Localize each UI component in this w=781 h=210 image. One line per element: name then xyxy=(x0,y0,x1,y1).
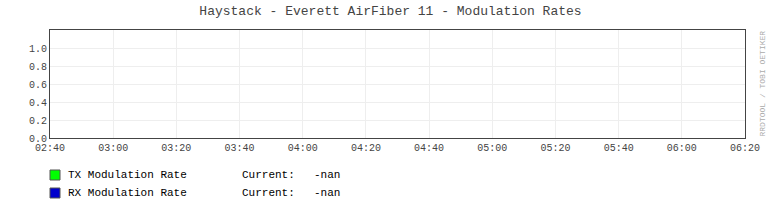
svg-text:06:20: 06:20 xyxy=(730,143,760,154)
svg-text:1.0: 1.0 xyxy=(29,44,47,55)
svg-text:TX Modulation Rate: TX Modulation Rate xyxy=(68,169,187,181)
svg-text:-nan: -nan xyxy=(314,169,340,181)
svg-text:04:40: 04:40 xyxy=(414,143,444,154)
svg-text:04:00: 04:00 xyxy=(288,143,318,154)
svg-text:RRDTOOL / TOBI OETIKER: RRDTOOL / TOBI OETIKER xyxy=(758,31,767,137)
svg-text:05:00: 05:00 xyxy=(477,143,507,154)
svg-text:04:20: 04:20 xyxy=(351,143,381,154)
svg-text:03:40: 03:40 xyxy=(225,143,255,154)
svg-text:03:00: 03:00 xyxy=(98,143,128,154)
svg-text:0.4: 0.4 xyxy=(29,98,47,109)
svg-text:Haystack - Everett AirFiber 11: Haystack - Everett AirFiber 11 - Modulat… xyxy=(199,4,581,19)
svg-text:Current:: Current: xyxy=(242,169,295,181)
svg-text:0.0: 0.0 xyxy=(29,134,47,145)
svg-text:03:20: 03:20 xyxy=(161,143,191,154)
svg-text:05:20: 05:20 xyxy=(540,143,570,154)
svg-text:05:40: 05:40 xyxy=(604,143,634,154)
svg-text:06:00: 06:00 xyxy=(667,143,697,154)
svg-text:0.8: 0.8 xyxy=(29,62,47,73)
svg-text:0.2: 0.2 xyxy=(29,116,47,127)
svg-text:Current:: Current: xyxy=(242,187,295,199)
svg-text:02:40: 02:40 xyxy=(35,143,65,154)
svg-text:RX Modulation Rate: RX Modulation Rate xyxy=(68,187,187,199)
svg-text:-nan: -nan xyxy=(314,187,340,199)
svg-text:0.6: 0.6 xyxy=(29,80,47,91)
